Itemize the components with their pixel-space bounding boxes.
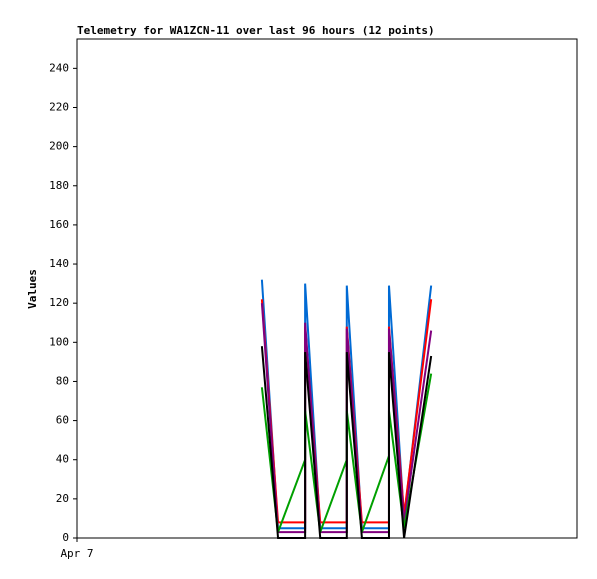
- y-tick-label: 120: [49, 296, 69, 309]
- y-tick-label: 200: [49, 140, 69, 153]
- y-tick-label: 80: [56, 374, 69, 387]
- y-axis-label: Values: [26, 269, 39, 309]
- y-tick-label: 140: [49, 257, 69, 270]
- series-line: [260, 346, 433, 539]
- y-tick-label: 40: [56, 453, 69, 466]
- y-tick-label: 0: [62, 531, 69, 544]
- y-tick-label: 160: [49, 218, 69, 231]
- x-tick-label: Apr 7: [60, 547, 93, 560]
- chart-title: Telemetry for WA1ZCN-11 over last 96 hou…: [77, 24, 435, 37]
- y-tick-label: 20: [56, 492, 69, 505]
- y-tick-label: 180: [49, 179, 69, 192]
- y-tick-label: 60: [56, 414, 69, 427]
- y-tick-label: 100: [49, 335, 69, 348]
- y-tick-label: 220: [49, 100, 69, 113]
- y-tick-label: 240: [49, 61, 69, 74]
- plot-frame: [76, 38, 578, 539]
